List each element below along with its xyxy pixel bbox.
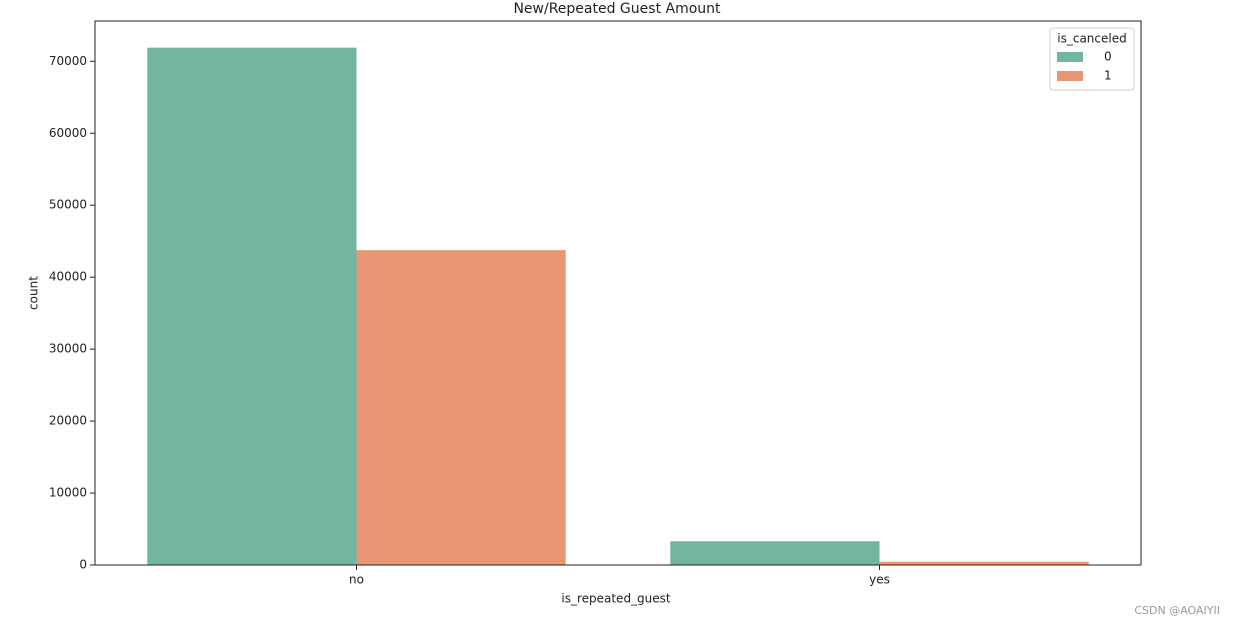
chart-title: New/Repeated Guest Amount xyxy=(513,1,721,17)
y-tick-label: 40000 xyxy=(49,270,87,284)
bar xyxy=(670,541,880,565)
x-tick-label: yes xyxy=(869,573,890,587)
bar xyxy=(147,47,357,566)
y-tick-label: 20000 xyxy=(49,414,87,428)
legend-title: is_canceled xyxy=(1057,32,1126,46)
bar xyxy=(879,561,1089,565)
legend-label: 0 xyxy=(1104,50,1112,64)
x-axis-label: is_repeated_guest xyxy=(561,592,671,606)
y-tick-label: 30000 xyxy=(49,342,87,356)
y-tick-label: 10000 xyxy=(49,486,87,500)
y-axis-label: count xyxy=(27,276,41,310)
legend-label: 1 xyxy=(1104,69,1112,83)
plot-frame xyxy=(94,20,1142,566)
y-tick-label: 60000 xyxy=(49,126,87,140)
y-tick-label: 0 xyxy=(79,558,87,572)
legend-swatch xyxy=(1057,71,1083,81)
bar xyxy=(356,250,566,565)
y-tick-label: 70000 xyxy=(49,54,87,68)
x-tick-label: no xyxy=(349,573,364,587)
watermark: CSDN @AOAIYII xyxy=(1134,604,1220,617)
y-tick-label: 50000 xyxy=(49,198,87,212)
legend-swatch xyxy=(1057,52,1083,62)
